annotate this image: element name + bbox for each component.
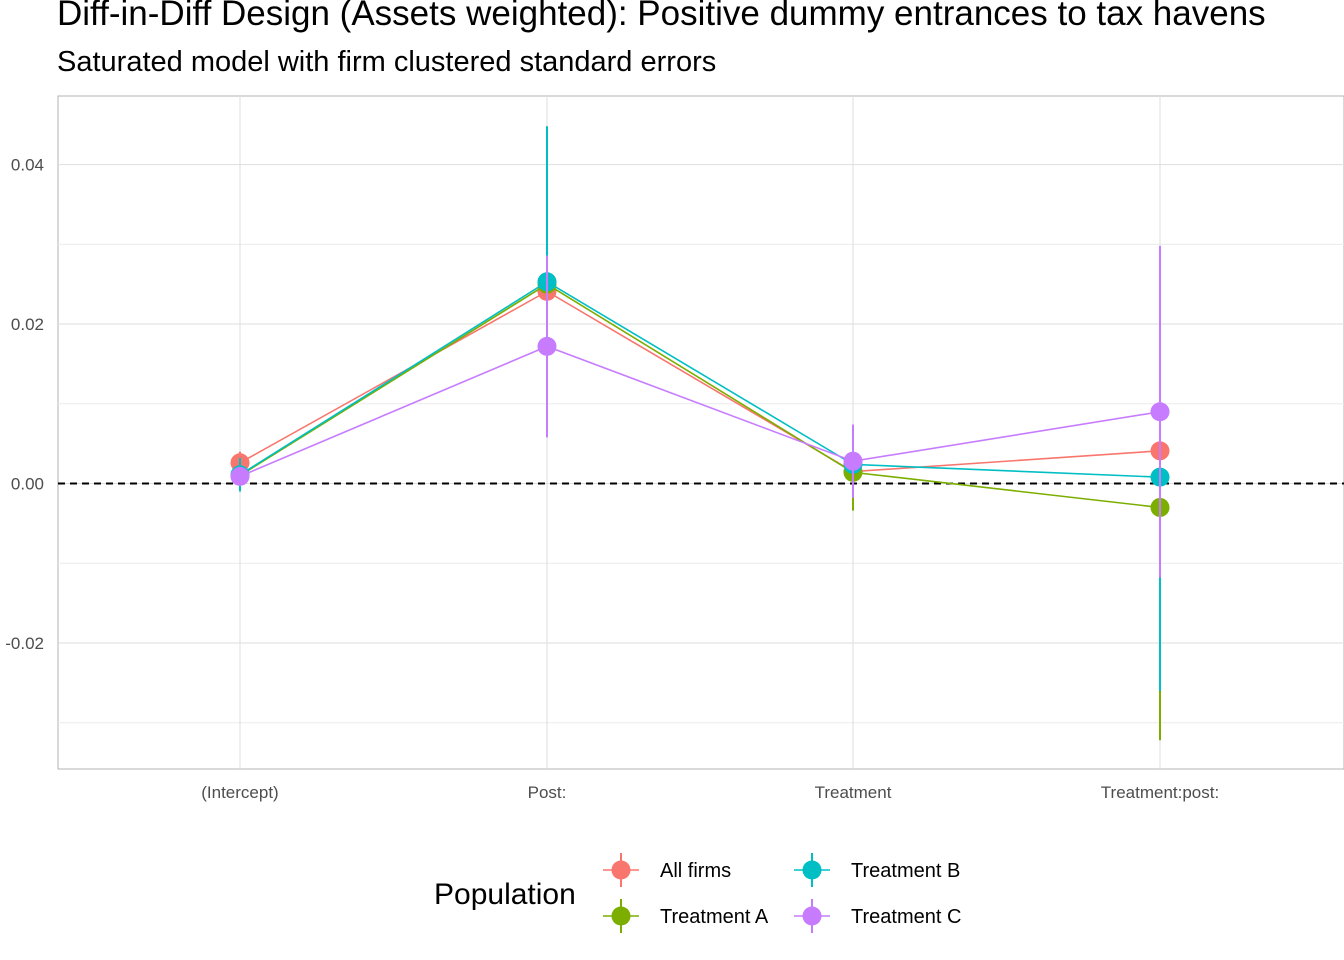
legend-title: Population [434, 878, 576, 911]
legend-key-point [611, 860, 631, 880]
x-tick-label: Treatment [815, 783, 892, 802]
data-point [537, 336, 557, 356]
grid-lines [58, 96, 1344, 769]
chart-subtitle: Saturated model with firm clustered stan… [57, 46, 717, 78]
legend: Population All firms Treatment A Treatment … [434, 853, 961, 933]
series-treatment-a [230, 140, 1170, 741]
chart-title: Diff-in-Diff Design (Assets weighted): P… [57, 0, 1266, 33]
y-tick-label: 0.02 [11, 315, 44, 334]
data-point [843, 451, 863, 471]
legend-key-point [802, 860, 822, 880]
data-point [230, 466, 250, 486]
series-group [230, 126, 1170, 741]
y-tick-label: 0.04 [11, 156, 44, 175]
x-tick-label: (Intercept) [201, 783, 278, 802]
x-tick-label: Treatment:post: [1101, 783, 1219, 802]
legend-key-point [611, 906, 631, 926]
data-point [1150, 402, 1170, 422]
legend-label: Treatment B [851, 860, 960, 882]
legend-key-point [802, 906, 822, 926]
legend-label: All firms [660, 860, 731, 882]
series-line [239, 345, 1161, 478]
plot-panel-border [57, 95, 1344, 770]
series-line [239, 280, 1161, 478]
legend-key [794, 853, 830, 887]
legend-key [603, 899, 639, 933]
legend-label: Treatment C [851, 906, 961, 928]
series-treatment-c [230, 245, 1170, 578]
series-treatment-b [230, 126, 1170, 691]
legend-key [603, 853, 639, 887]
series-line [239, 290, 1161, 473]
series-line [239, 283, 1161, 509]
legend-label: Treatment A [660, 906, 769, 928]
y-tick-label: -0.02 [5, 634, 44, 653]
x-tick-label: Post: [528, 783, 567, 802]
y-tick-label: 0.00 [11, 475, 44, 494]
legend-key [794, 899, 830, 933]
axis-labels: -0.02 0.00 0.02 0.04 (Intercept) Post: Treatme… [5, 156, 1219, 802]
series-all-firms [230, 234, 1170, 556]
